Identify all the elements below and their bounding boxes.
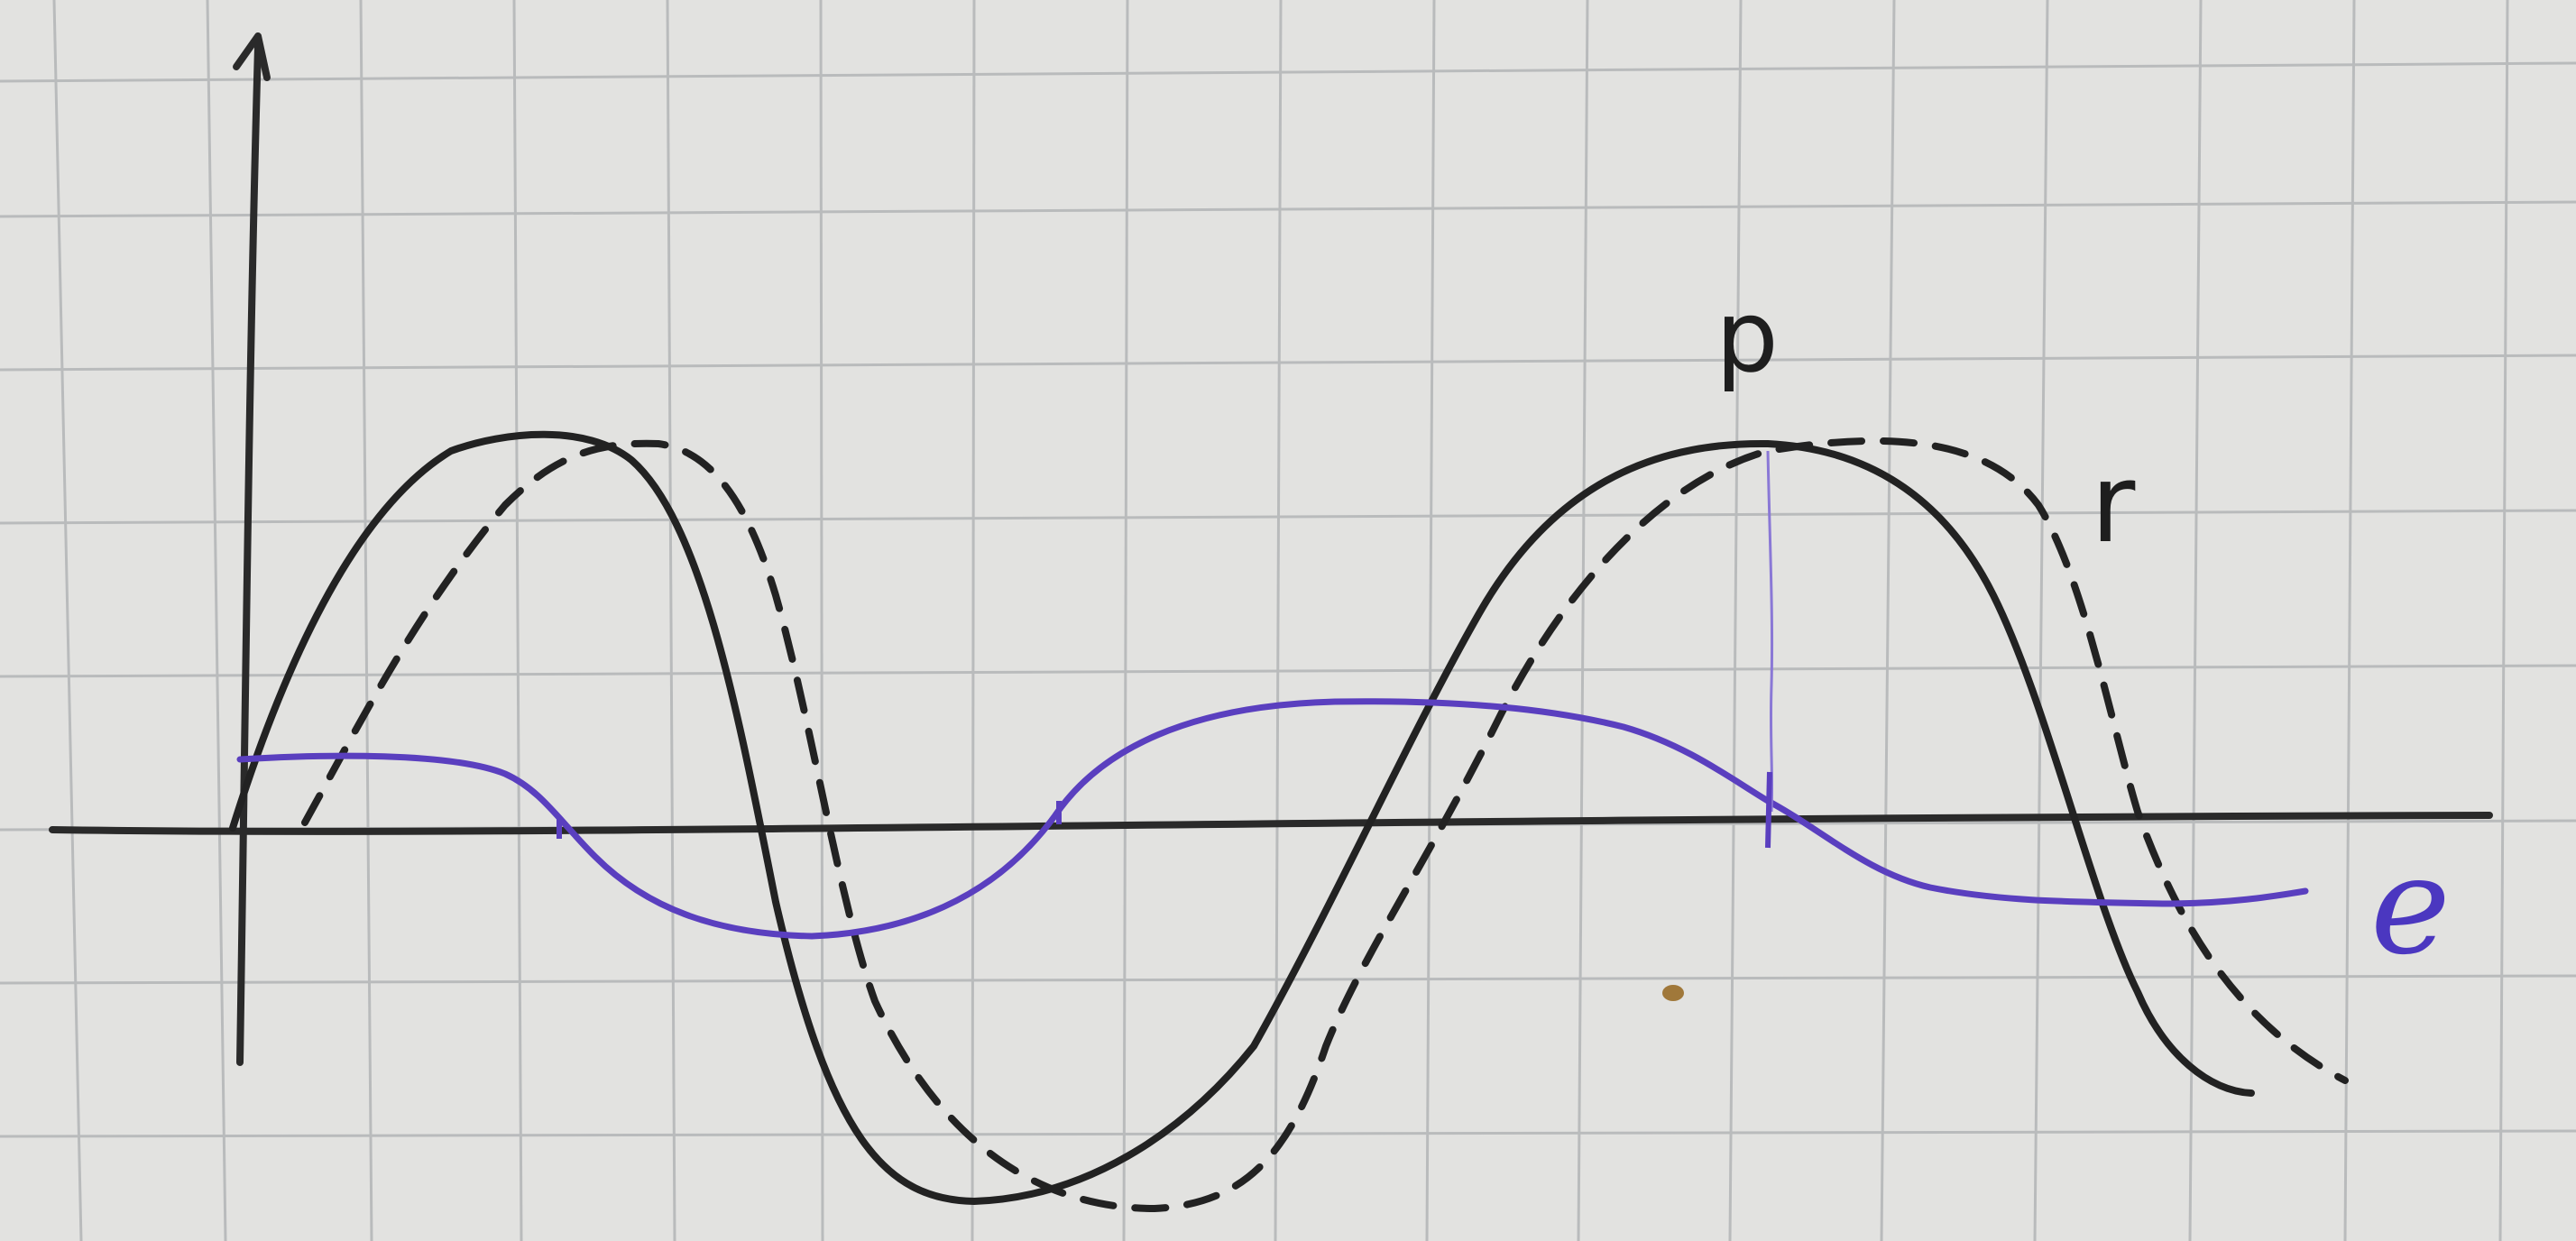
label-e: e: [2370, 828, 2451, 985]
curve-e: [236, 698, 2309, 940]
label-r: r: [2091, 442, 2136, 567]
curve-p: [229, 430, 2255, 1205]
paper-fleck: [1662, 985, 1684, 1001]
vertical-axis: [236, 43, 262, 1066]
horizontal-axis: [49, 812, 2493, 835]
peak-drop-line: [1766, 450, 1774, 813]
label-p: p: [1716, 279, 1779, 394]
curve-r: [301, 437, 2349, 1212]
intersection-mark-3: [1765, 771, 1772, 849]
vertical-axis-arrowhead: [233, 32, 271, 81]
